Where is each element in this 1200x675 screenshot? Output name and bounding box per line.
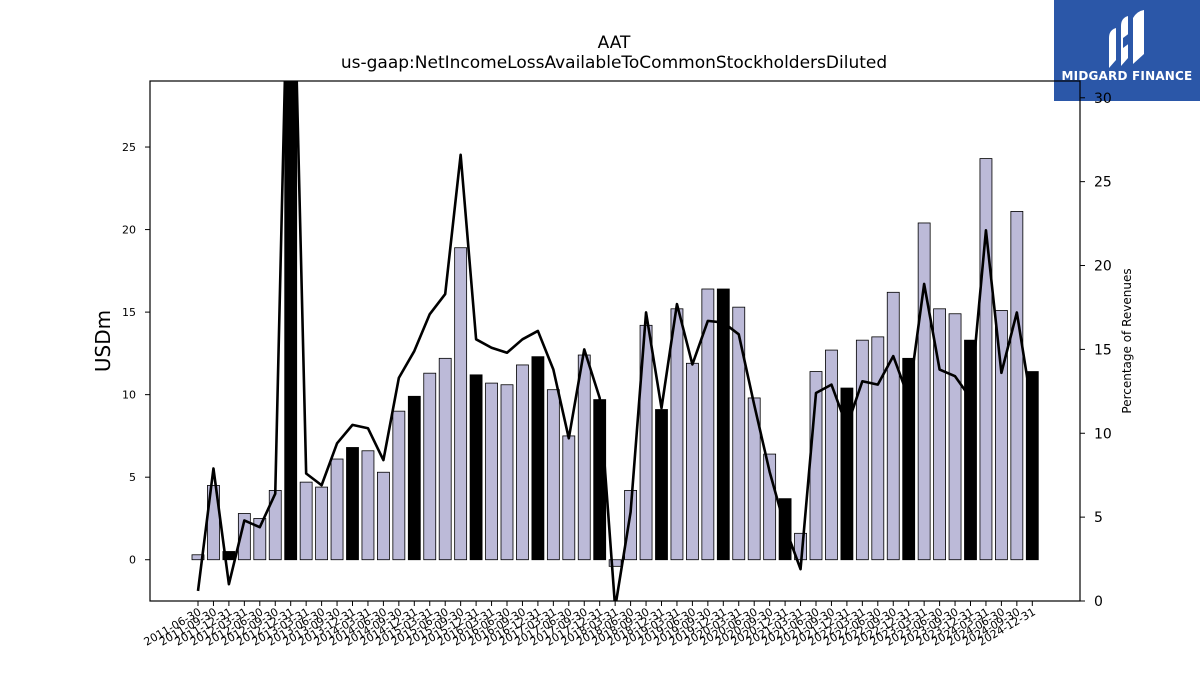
percentage-line bbox=[196, 81, 1034, 601]
bar bbox=[917, 222, 931, 561]
bar bbox=[546, 389, 560, 561]
bar bbox=[423, 372, 437, 561]
y2-tick-label: 20 bbox=[1094, 259, 1112, 275]
bar bbox=[330, 458, 344, 561]
bar bbox=[871, 336, 885, 561]
bar bbox=[407, 395, 421, 561]
bar bbox=[562, 435, 576, 561]
bar bbox=[346, 447, 359, 561]
bar bbox=[516, 364, 529, 561]
logo-mark-icon bbox=[1109, 10, 1144, 68]
y-axis-label: USDm bbox=[91, 310, 115, 372]
y2-axis-label: Percentage of Revenues bbox=[1120, 268, 1134, 413]
bar bbox=[840, 387, 854, 561]
bar bbox=[191, 554, 205, 561]
bar bbox=[500, 384, 514, 561]
bar bbox=[655, 409, 668, 561]
bar bbox=[701, 288, 715, 561]
bar bbox=[1010, 211, 1024, 561]
y2-tick-label: 5 bbox=[1094, 510, 1103, 526]
bar bbox=[438, 357, 452, 561]
bar bbox=[886, 291, 900, 561]
y2-tick-label: 25 bbox=[1094, 175, 1112, 191]
bar bbox=[686, 362, 699, 561]
bar bbox=[253, 518, 267, 561]
y-tick-label: 15 bbox=[122, 306, 136, 319]
bar bbox=[964, 339, 977, 561]
y2-tick-label: 10 bbox=[1094, 426, 1112, 442]
bar bbox=[593, 399, 607, 561]
y-tick-label: 5 bbox=[129, 471, 136, 484]
y-tick-label: 20 bbox=[122, 224, 136, 237]
chart-title: AAT bbox=[598, 33, 631, 53]
y-tick-label: 10 bbox=[122, 389, 136, 402]
logo-text: MIDGARD FINANCE bbox=[1061, 69, 1193, 83]
bar bbox=[299, 481, 313, 561]
y2-tick-label: 30 bbox=[1094, 91, 1112, 107]
bar bbox=[531, 356, 545, 561]
bar bbox=[716, 288, 730, 561]
bar bbox=[732, 306, 746, 561]
line-group bbox=[196, 81, 1034, 601]
bar bbox=[237, 513, 251, 561]
bar bbox=[284, 81, 298, 561]
y-tick-label: 25 bbox=[122, 141, 136, 154]
bar bbox=[577, 354, 591, 561]
brand-logo: MIDGARD FINANCE bbox=[1054, 0, 1200, 101]
bar bbox=[670, 308, 684, 561]
bar bbox=[979, 158, 993, 561]
bar bbox=[855, 339, 869, 561]
bar bbox=[392, 410, 406, 561]
plot-area: 05101520250510152025302011-06-302011-09-… bbox=[122, 80, 1112, 649]
bar bbox=[902, 357, 916, 561]
bar bbox=[485, 382, 498, 561]
bar bbox=[825, 349, 838, 561]
bar bbox=[624, 489, 637, 561]
bar bbox=[315, 486, 329, 561]
bar bbox=[361, 450, 375, 561]
y-tick-label: 0 bbox=[129, 554, 136, 567]
y2-tick-label: 0 bbox=[1094, 594, 1103, 610]
bar bbox=[376, 471, 390, 561]
bar bbox=[454, 247, 468, 561]
bar bbox=[995, 310, 1008, 561]
bar bbox=[948, 313, 962, 561]
bar bbox=[1025, 371, 1039, 561]
chart-subtitle: us-gaap:NetIncomeLossAvailableToCommonSt… bbox=[341, 53, 887, 73]
bar bbox=[747, 397, 761, 561]
y2-tick-label: 15 bbox=[1094, 342, 1112, 358]
bar bbox=[469, 374, 483, 561]
